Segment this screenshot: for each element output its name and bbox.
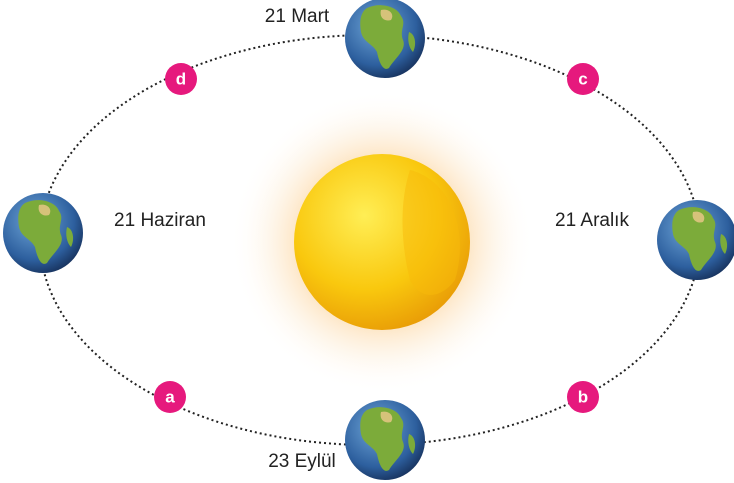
orbit-diagram: 21 Mart 21 Haziran 21 Aralık 23 Eylül a … (0, 0, 734, 483)
earth (345, 0, 425, 78)
earth (345, 400, 425, 480)
marker-letter: d (176, 70, 186, 89)
marker-letter: a (165, 388, 175, 407)
date-label: 23 Eylül (268, 451, 336, 472)
date-label: 21 Aralık (555, 210, 629, 231)
earth (3, 193, 83, 273)
date-label: 21 Haziran (114, 210, 206, 231)
date-label: 21 Mart (265, 6, 330, 27)
marker-letter: b (578, 388, 588, 407)
marker-letter: c (578, 70, 587, 89)
earth (657, 200, 734, 280)
